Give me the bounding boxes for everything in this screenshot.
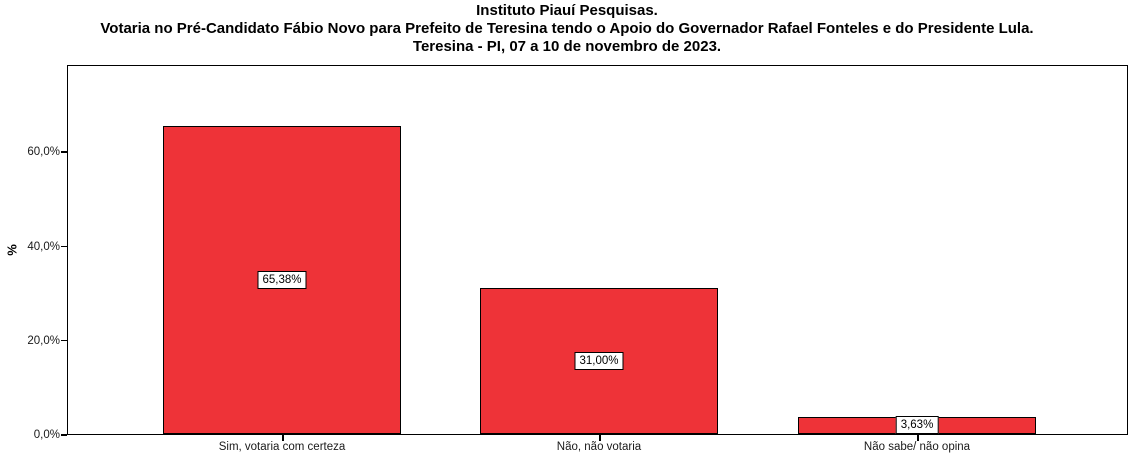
y-tick-mark [61, 245, 67, 248]
x-tick-mark [282, 435, 284, 441]
chart-title: Instituto Piauí Pesquisas. Votaria no Pr… [0, 2, 1134, 56]
x-tick-mark [599, 435, 601, 441]
bar-value-label: 31,00% [574, 351, 624, 370]
plot-area: 65,38% 31,00% 3,63% [67, 65, 1128, 435]
bar-value-label: 65,38% [257, 270, 307, 289]
y-tick: 60,0% [27, 146, 67, 158]
x-tick-mark [917, 435, 919, 441]
x-category-label: Sim, votaria com certeza [218, 441, 346, 453]
x-category-label: Não, não votaria [556, 441, 642, 453]
bar-value-label: 3,63% [895, 416, 939, 435]
bar-nao-nao-votaria: 31,00% [480, 287, 718, 434]
y-tick: 20,0% [27, 335, 67, 347]
chart-title-line-1: Instituto Piauí Pesquisas. [476, 2, 658, 19]
chart-title-line-3: Teresina - PI, 07 a 10 de novembro de 20… [412, 38, 722, 55]
y-tick-label: 0,0% [33, 429, 60, 441]
y-axis: 0,0% 20,0% 40,0% 60,0% [0, 65, 67, 441]
y-tick: 40,0% [27, 241, 67, 253]
bar-sim-votaria-com-certeza: 65,38% [163, 125, 401, 434]
x-category-label: Não sabe/ não opina [863, 441, 971, 453]
y-tick-mark [61, 151, 67, 153]
y-tick-label: 20,0% [27, 334, 60, 347]
bar-nao-sabe-nao-opina: 3,63% [798, 416, 1036, 435]
y-tick: 0,0% [34, 429, 67, 441]
y-tick-mark [61, 434, 67, 436]
chart-title-line-2: Votaria no Pré-Candidato Fábio Novo para… [100, 20, 1034, 37]
y-tick-mark [61, 339, 67, 342]
y-tick-label: 60,0% [27, 146, 60, 159]
y-tick-label: 40,0% [27, 240, 60, 253]
